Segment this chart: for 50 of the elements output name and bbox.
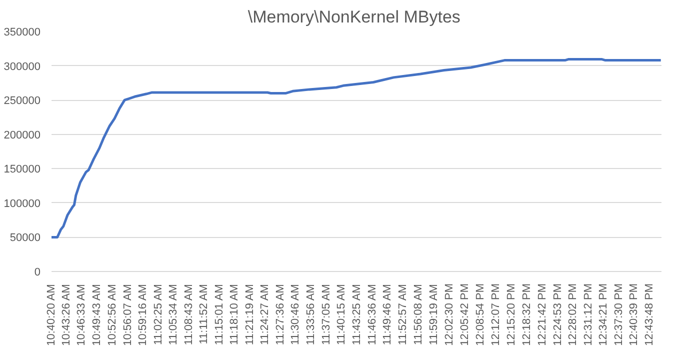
- x-tick-label: 11:18:10 AM: [228, 284, 241, 346]
- y-tick-label: 0: [34, 266, 41, 278]
- x-tick-label: 11:05:34 AM: [168, 284, 180, 346]
- x-tick-label: 12:28:02 PM: [567, 284, 580, 346]
- x-tick-label: 10:49:43 AM: [90, 284, 103, 346]
- x-tick-label: 11:24:27 AM: [259, 284, 272, 346]
- x-tick-label: 11:56:08 AM: [412, 284, 425, 346]
- y-tick-label: 350000: [4, 26, 41, 38]
- x-tick-label: 11:37:05 AM: [320, 284, 332, 346]
- x-tick-label: 11:02:25 AM: [152, 284, 164, 346]
- x-tick-label: 11:40:15 AM: [336, 284, 348, 346]
- x-tick-label: 10:46:33 AM: [76, 284, 88, 346]
- x-tick-label: 11:52:57 AM: [397, 284, 410, 346]
- x-tick-label: 11:11:52 AM: [198, 284, 210, 344]
- y-tick-label: 250000: [4, 95, 41, 108]
- x-tick-label: 12:12:07 PM: [490, 284, 502, 346]
- x-tick-label: 11:30:46 AM: [290, 284, 302, 346]
- x-tick-label: 11:08:43 AM: [182, 284, 195, 346]
- x-tick-label: 12:40:39 PM: [628, 284, 640, 346]
- x-tick-label: 12:08:54 PM: [474, 284, 486, 346]
- y-tick-label: 150000: [4, 164, 41, 176]
- y-tick-label: 100000: [4, 198, 41, 210]
- y-tick-label: 50000: [10, 232, 41, 244]
- x-tick-label: 11:21:19 AM: [244, 284, 256, 346]
- x-tick-label: 12:31:12 PM: [582, 284, 594, 346]
- x-tick-label: 12:02:30 PM: [443, 284, 456, 346]
- y-tick-label: 200000: [4, 129, 41, 142]
- line-series: [52, 58, 662, 238]
- x-tick-label: 11:46:36 AM: [366, 284, 378, 346]
- x-tick-label: 10:43:26 AM: [60, 284, 73, 346]
- x-tick-label: 11:49:46 AM: [382, 284, 394, 346]
- x-tick-label: 10:56:07 AM: [122, 284, 134, 346]
- x-tick-label: 12:43:48 PM: [643, 284, 656, 346]
- x-tick-label: 11:33:56 AM: [305, 284, 318, 346]
- x-tick-label: 11:43:25 AM: [350, 284, 363, 346]
- x-tick-label: 11:59:19 AM: [428, 284, 440, 346]
- x-tick-label: 12:24:53 PM: [552, 284, 564, 346]
- x-tick-label: 12:18:32 PM: [521, 284, 534, 346]
- x-tick-label: 11:15:01 AM: [213, 284, 226, 346]
- x-tick-label: 12:34:21 PM: [598, 284, 610, 346]
- x-tick-label: 10:52:56 AM: [106, 284, 119, 346]
- x-tick-label: 12:15:20 PM: [506, 284, 518, 346]
- x-tick-label: 12:21:42 PM: [536, 284, 548, 346]
- x-tick-label: 10:40:20 AM: [46, 284, 58, 346]
- x-tick-label: 12:05:42 PM: [458, 284, 471, 346]
- x-tick-label: 12:37:30 PM: [612, 284, 625, 346]
- chart-title: \Memory\NonKernel MBytes: [248, 8, 460, 26]
- y-tick-label: 300000: [4, 60, 41, 73]
- x-tick-label: 11:27:36 AM: [274, 284, 286, 346]
- x-tick-label: 10:59:16 AM: [137, 284, 150, 346]
